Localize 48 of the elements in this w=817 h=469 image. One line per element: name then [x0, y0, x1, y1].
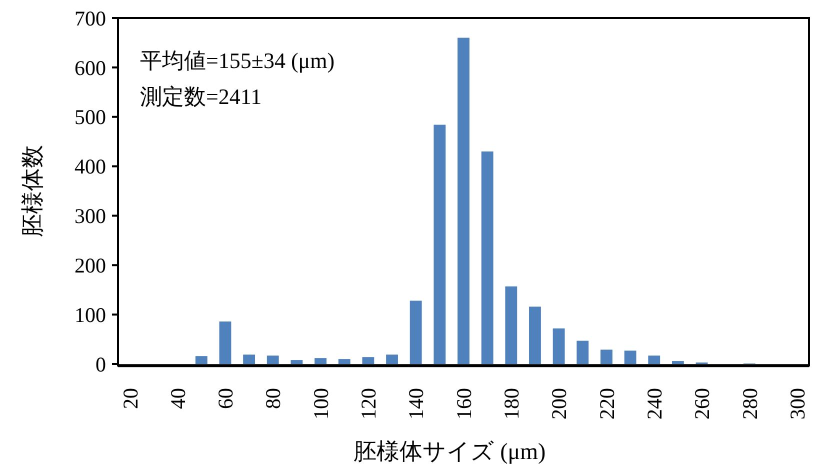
x-tick-label: 200 — [547, 388, 572, 420]
bar — [576, 340, 589, 364]
bar — [386, 354, 398, 364]
bar — [243, 354, 256, 364]
x-tick-label: 120 — [356, 388, 381, 420]
bar — [505, 286, 518, 364]
x-tick-label: 260 — [690, 388, 714, 420]
bar — [338, 359, 350, 364]
x-tick-label: 80 — [261, 388, 286, 409]
x-tick-label: 220 — [594, 388, 619, 420]
annotation: 測定数=2411 — [140, 84, 262, 109]
bar — [600, 350, 612, 364]
bar — [410, 300, 422, 364]
bar — [266, 356, 279, 364]
bar — [362, 357, 374, 364]
y-tick-label: 0 — [96, 352, 106, 376]
y-tick-label: 500 — [74, 105, 106, 130]
bar — [529, 306, 541, 364]
bar — [624, 350, 636, 364]
y-tick-label: 400 — [74, 154, 106, 179]
x-tick-label: 180 — [500, 388, 524, 420]
bar — [481, 151, 494, 364]
x-tick-label: 100 — [308, 388, 333, 420]
x-axis-title: 胚様体サイズ (μm) — [353, 439, 546, 464]
y-axis-title: 胚様体数 — [20, 145, 45, 237]
annotation: 平均値=155±34 (μm) — [140, 48, 335, 73]
bar — [290, 360, 303, 364]
bar — [434, 124, 446, 364]
x-tick-label: 300 — [785, 388, 810, 420]
bar — [219, 321, 232, 364]
bar — [195, 356, 208, 364]
x-tick-label: 60 — [214, 388, 238, 409]
y-tick-label: 300 — [74, 204, 106, 228]
x-tick-label: 240 — [642, 388, 666, 420]
y-tick-label: 700 — [74, 6, 106, 30]
bar — [458, 38, 470, 364]
y-tick-label: 600 — [74, 56, 106, 80]
x-tick-label: 140 — [404, 388, 428, 420]
bar — [672, 361, 684, 364]
x-tick-label: 280 — [738, 388, 762, 420]
x-tick-label: 20 — [118, 388, 142, 409]
bar — [552, 328, 565, 364]
x-tick-label: 160 — [452, 388, 476, 420]
bar — [314, 358, 326, 364]
bar — [648, 356, 660, 364]
x-tick-label: 40 — [166, 388, 190, 409]
y-tick-label: 200 — [74, 253, 106, 278]
y-tick-label: 100 — [74, 302, 106, 327]
